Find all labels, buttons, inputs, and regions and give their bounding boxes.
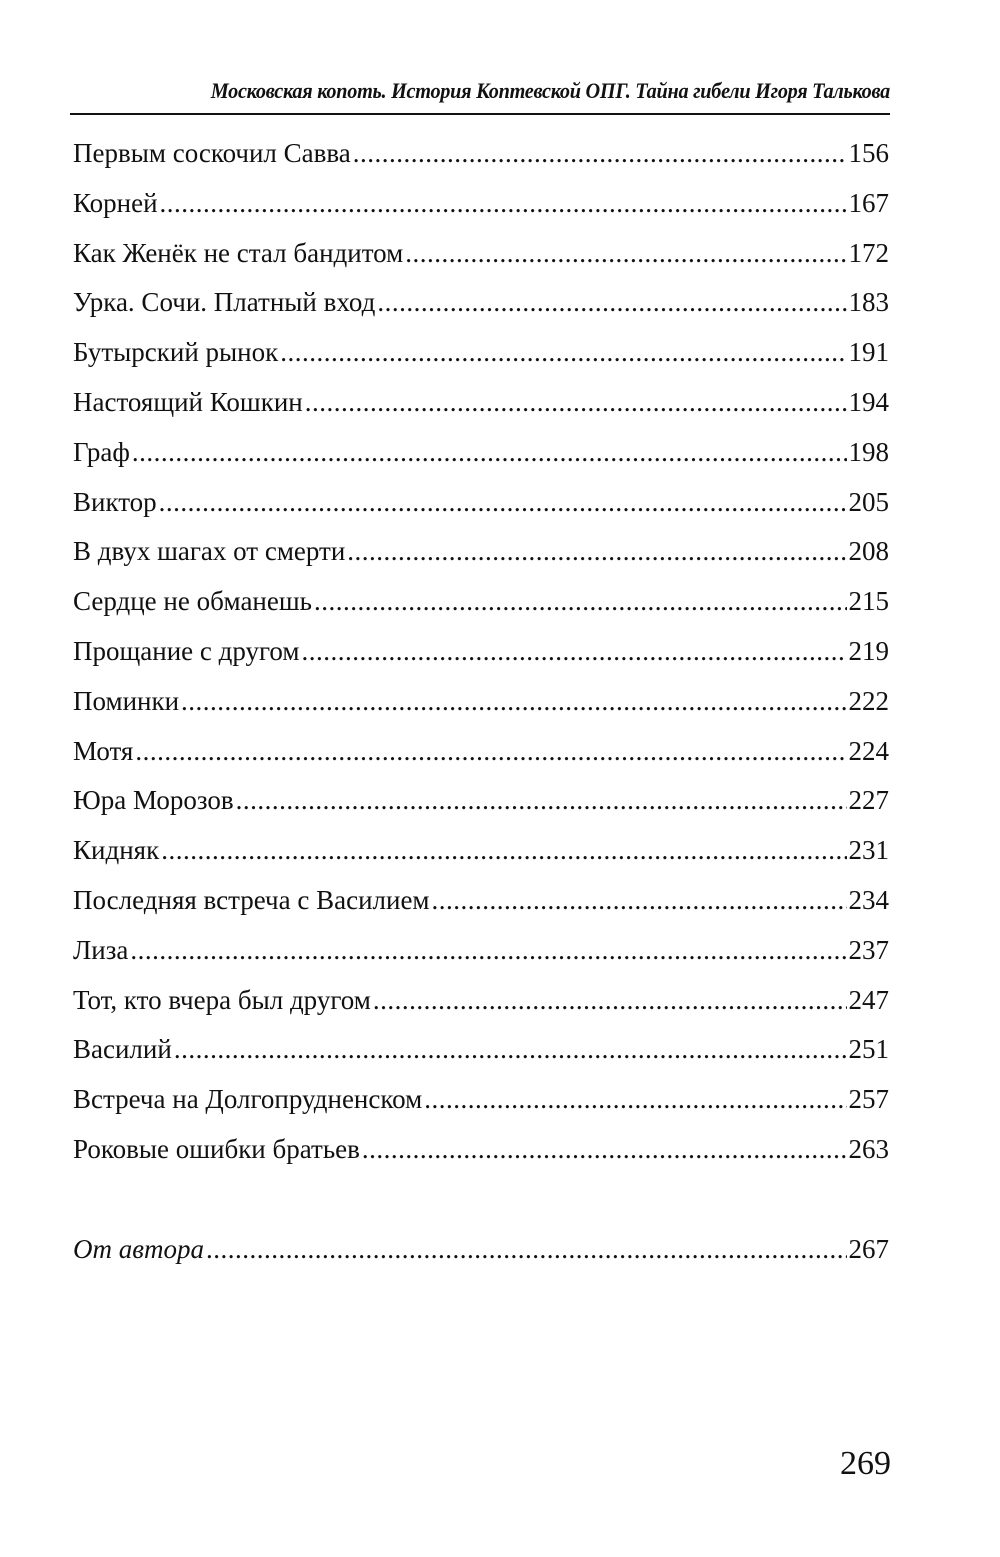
dot-leader — [160, 185, 847, 221]
toc-entry-page: 208 — [848, 536, 890, 567]
toc-entry-page: 205 — [848, 486, 890, 517]
toc-entry: Виктор 205 — [73, 484, 889, 534]
dot-leader — [302, 633, 847, 669]
toc-entry-page: 191 — [848, 337, 890, 368]
dot-leader — [432, 882, 847, 918]
toc-entry-page: 183 — [848, 287, 890, 318]
toc-entry-title: Как Женёк не стал бандитом — [73, 237, 404, 268]
dot-leader — [236, 782, 847, 818]
toc-entry: От автора 267 — [73, 1231, 889, 1281]
dot-leader — [377, 284, 846, 320]
dot-leader — [132, 434, 847, 470]
toc-entry-page: 251 — [848, 1034, 890, 1065]
toc-entry-page: 263 — [848, 1133, 890, 1164]
toc-entry: Роковые ошибки братьев 263 — [73, 1131, 889, 1181]
toc-entry-title: Последняя встреча с Василием — [73, 884, 430, 915]
toc-entry: Василий 251 — [73, 1031, 889, 1081]
toc-entry-title: Виктор — [73, 486, 157, 517]
toc-entry: Юра Морозов 227 — [73, 782, 889, 832]
toc-entry-title: Тот, кто вчера был другом — [73, 984, 371, 1015]
toc-entry: Настоящий Кошкин 194 — [73, 384, 889, 434]
toc-entry-title: В двух шагах от смерти — [73, 536, 346, 567]
toc-entry: Сердце не обманешь 215 — [73, 583, 889, 633]
toc-entry: Последняя встреча с Василием 234 — [73, 882, 889, 932]
dot-leader — [174, 1031, 847, 1067]
toc-entry-page: 247 — [848, 984, 890, 1015]
dot-leader — [424, 1081, 846, 1117]
spacer — [73, 1181, 889, 1231]
toc-entry-title: Граф — [73, 436, 130, 467]
toc-entry: Корней 167 — [73, 185, 889, 235]
dot-leader — [135, 733, 846, 769]
dot-leader — [347, 533, 846, 569]
toc-entry-title: Урка. Сочи. Платный вход — [73, 287, 376, 318]
toc-entry-page: 231 — [848, 835, 890, 866]
toc-entry-title: Бутырский рынок — [73, 337, 279, 368]
toc-entry-title: Юра Морозов — [73, 785, 234, 816]
toc-entry-page: 219 — [848, 635, 890, 666]
dot-leader — [362, 1131, 847, 1167]
toc-entry-title: Василий — [73, 1034, 172, 1065]
toc-entry: В двух шагах от смерти 208 — [73, 533, 889, 583]
toc-entry: Граф 198 — [73, 434, 889, 484]
dot-leader — [181, 683, 846, 719]
toc-entry-title: От автора — [73, 1233, 204, 1264]
dot-leader — [353, 135, 847, 171]
toc-entry-title: Роковые ошибки братьев — [73, 1133, 360, 1164]
toc-entry-title: Прощание с другом — [73, 635, 300, 666]
toc-entry-page: 198 — [848, 436, 890, 467]
toc-entry-page: 257 — [848, 1084, 890, 1115]
toc-entry-title: Первым соскочил Савва — [73, 138, 351, 168]
page-number: 269 — [840, 1445, 891, 1482]
dot-leader — [130, 932, 846, 968]
toc-entry-page: 222 — [848, 685, 890, 716]
header-rule — [70, 113, 890, 115]
toc-entry-title: Мотя — [73, 735, 134, 766]
toc-entry: Как Женёк не стал бандитом 172 — [73, 235, 889, 285]
toc-entry-page: 156 — [848, 138, 890, 168]
toc-entry-page: 167 — [848, 187, 890, 218]
toc-entry: Мотя 224 — [73, 733, 889, 783]
dot-leader — [280, 334, 846, 370]
dot-leader — [206, 1231, 847, 1267]
dot-leader — [159, 484, 847, 520]
toc-entry: Тот, кто вчера был другом 247 — [73, 982, 889, 1032]
toc-entry-title: Кидняк — [73, 835, 160, 866]
toc-entry-page: 237 — [848, 934, 890, 965]
running-header: Московская копоть. История Коптевской ОП… — [210, 78, 891, 103]
dot-leader — [405, 235, 846, 271]
toc-entry: Бутырский рынок 191 — [73, 334, 889, 384]
table-of-contents: Первым соскочил Савва 156 Корней 167 Как Жен… — [73, 135, 889, 1281]
toc-entry-page: 194 — [848, 386, 890, 417]
toc-entry: Поминки 222 — [73, 683, 889, 733]
toc-entry-title: Корней — [73, 187, 158, 218]
toc-entry-page: 227 — [848, 785, 890, 816]
toc-entry-page: 267 — [848, 1233, 890, 1264]
toc-entry-title: Настоящий Кошкин — [73, 386, 303, 417]
toc-entry-page: 172 — [848, 237, 890, 268]
dot-leader — [161, 832, 846, 868]
toc-entry-title: Лиза — [73, 934, 129, 965]
toc-entry-title: Сердце не обманешь — [73, 586, 312, 617]
toc-entry: Лиза 237 — [73, 932, 889, 982]
dot-leader — [314, 583, 847, 619]
toc-entry-title: Встреча на Долгопрудненском — [73, 1084, 423, 1115]
toc-entry-page: 215 — [848, 586, 890, 617]
toc-entry: Урка. Сочи. Платный вход 183 — [73, 284, 889, 334]
toc-entry: Прощание с другом 219 — [73, 633, 889, 683]
toc-entry: Встреча на Долгопрудненском 257 — [73, 1081, 889, 1131]
toc-entry-page: 234 — [848, 884, 890, 915]
dot-leader — [373, 982, 847, 1018]
toc-entry-page: 224 — [848, 735, 890, 766]
toc-entry: Кидняк 231 — [73, 832, 889, 882]
toc-entry: Первым соскочил Савва 156 — [73, 135, 889, 185]
toc-entry-title: Поминки — [73, 685, 180, 716]
dot-leader — [305, 384, 847, 420]
